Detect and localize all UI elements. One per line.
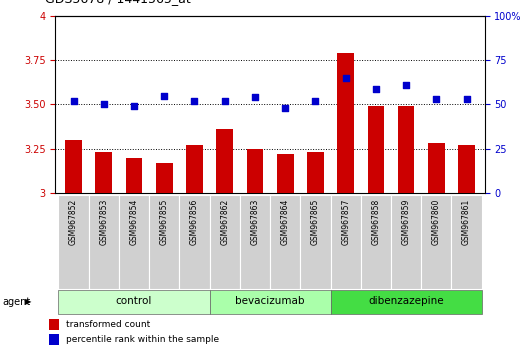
Bar bbox=[331, 290, 482, 314]
Text: bevacizumab: bevacizumab bbox=[235, 296, 305, 306]
Text: GSM967865: GSM967865 bbox=[311, 199, 320, 245]
Point bbox=[402, 82, 410, 88]
Bar bbox=[247, 149, 263, 193]
Bar bbox=[65, 140, 82, 193]
Point bbox=[100, 102, 108, 107]
Text: GSM967853: GSM967853 bbox=[99, 199, 108, 245]
Text: GSM967857: GSM967857 bbox=[341, 199, 350, 245]
Bar bbox=[307, 152, 324, 193]
Point bbox=[130, 103, 138, 109]
Text: agent: agent bbox=[3, 297, 31, 307]
Bar bbox=[126, 158, 143, 193]
Bar bbox=[240, 195, 270, 289]
Bar bbox=[361, 195, 391, 289]
Bar bbox=[270, 195, 300, 289]
Bar bbox=[216, 129, 233, 193]
Bar bbox=[156, 163, 173, 193]
Bar bbox=[59, 195, 89, 289]
Bar bbox=[96, 152, 112, 193]
Point bbox=[281, 105, 289, 111]
Text: GSM967858: GSM967858 bbox=[371, 199, 380, 245]
Point bbox=[463, 96, 471, 102]
Bar bbox=[89, 195, 119, 289]
Point bbox=[432, 96, 440, 102]
Bar bbox=[331, 195, 361, 289]
Bar bbox=[451, 195, 482, 289]
Text: GSM967852: GSM967852 bbox=[69, 199, 78, 245]
Text: GSM967864: GSM967864 bbox=[281, 199, 290, 245]
Bar bbox=[59, 290, 210, 314]
Bar bbox=[367, 106, 384, 193]
Text: GSM967863: GSM967863 bbox=[250, 199, 259, 245]
Point bbox=[311, 98, 319, 104]
Text: control: control bbox=[116, 296, 152, 306]
Bar bbox=[149, 195, 180, 289]
Bar bbox=[277, 154, 294, 193]
Bar bbox=[186, 145, 203, 193]
Bar bbox=[210, 195, 240, 289]
Bar bbox=[458, 145, 475, 193]
Bar bbox=[49, 319, 59, 330]
Bar bbox=[421, 195, 451, 289]
Text: GSM967860: GSM967860 bbox=[432, 199, 441, 245]
Text: ▶: ▶ bbox=[25, 297, 32, 306]
Point bbox=[160, 93, 168, 98]
Text: transformed count: transformed count bbox=[65, 320, 150, 329]
Point bbox=[372, 86, 380, 91]
Text: GSM967859: GSM967859 bbox=[402, 199, 411, 245]
Text: GSM967855: GSM967855 bbox=[160, 199, 169, 245]
Bar bbox=[49, 334, 59, 346]
Text: GDS5678 / 1441565_at: GDS5678 / 1441565_at bbox=[45, 0, 191, 5]
Bar bbox=[300, 195, 331, 289]
Text: GSM967861: GSM967861 bbox=[462, 199, 471, 245]
Bar bbox=[337, 53, 354, 193]
Text: GSM967856: GSM967856 bbox=[190, 199, 199, 245]
Point bbox=[221, 98, 229, 104]
Bar bbox=[391, 195, 421, 289]
Point bbox=[251, 95, 259, 100]
Text: GSM967854: GSM967854 bbox=[129, 199, 138, 245]
Bar bbox=[119, 195, 149, 289]
Text: dibenzazepine: dibenzazepine bbox=[369, 296, 444, 306]
Bar bbox=[428, 143, 445, 193]
Bar bbox=[398, 106, 414, 193]
Point bbox=[342, 75, 350, 81]
Point bbox=[190, 98, 199, 104]
Text: GSM967862: GSM967862 bbox=[220, 199, 229, 245]
Point bbox=[69, 98, 78, 104]
Bar bbox=[210, 290, 331, 314]
Bar bbox=[180, 195, 210, 289]
Text: percentile rank within the sample: percentile rank within the sample bbox=[65, 335, 219, 344]
